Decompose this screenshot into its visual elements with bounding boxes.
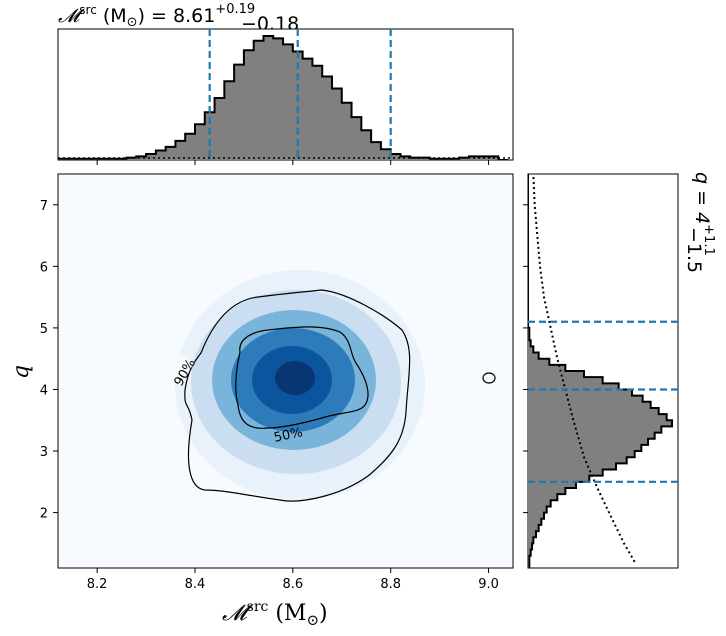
contour-label-50: 50% [273,425,304,446]
x-tick-label: 9.0 [478,577,499,592]
contour-50 [235,326,369,429]
top-histogram-step [58,35,509,160]
y-tick-label: 7 [40,199,48,214]
top-histogram-fill [58,36,509,160]
x-tick-label: 8.6 [282,577,303,592]
x-tick-label: 8.4 [185,577,206,592]
svg-text:q = 4+1.1: q = 4+1.1 [691,172,716,256]
y-tick-label: 5 [40,322,48,337]
x-axis-label: 𝓜src (M⊙) [222,599,328,629]
y-axis-label: q [9,365,34,379]
contour-90 [184,289,411,502]
top-title: 𝓜src (M⊙) = 8.61+0.19 [58,2,255,30]
right-histogram-step [528,174,673,568]
y-tick-label: 6 [40,260,48,275]
contour-island [482,372,496,384]
y-tick-label: 2 [40,507,48,522]
density-heatmap [175,270,425,500]
right-title-minus: −1.5 [683,227,705,273]
right-histogram-fill [528,174,672,568]
x-tick-label: 8.8 [380,577,401,592]
top-marginal-panel [57,28,514,165]
x-tick-label: 8.2 [87,577,108,592]
right-marginal-panel [523,173,679,569]
y-tick-label: 4 [40,383,48,398]
right-title: q = 4+1.1 −1.5 [683,172,716,273]
main-frame [57,173,514,569]
y-tick-label: 3 [40,445,48,460]
